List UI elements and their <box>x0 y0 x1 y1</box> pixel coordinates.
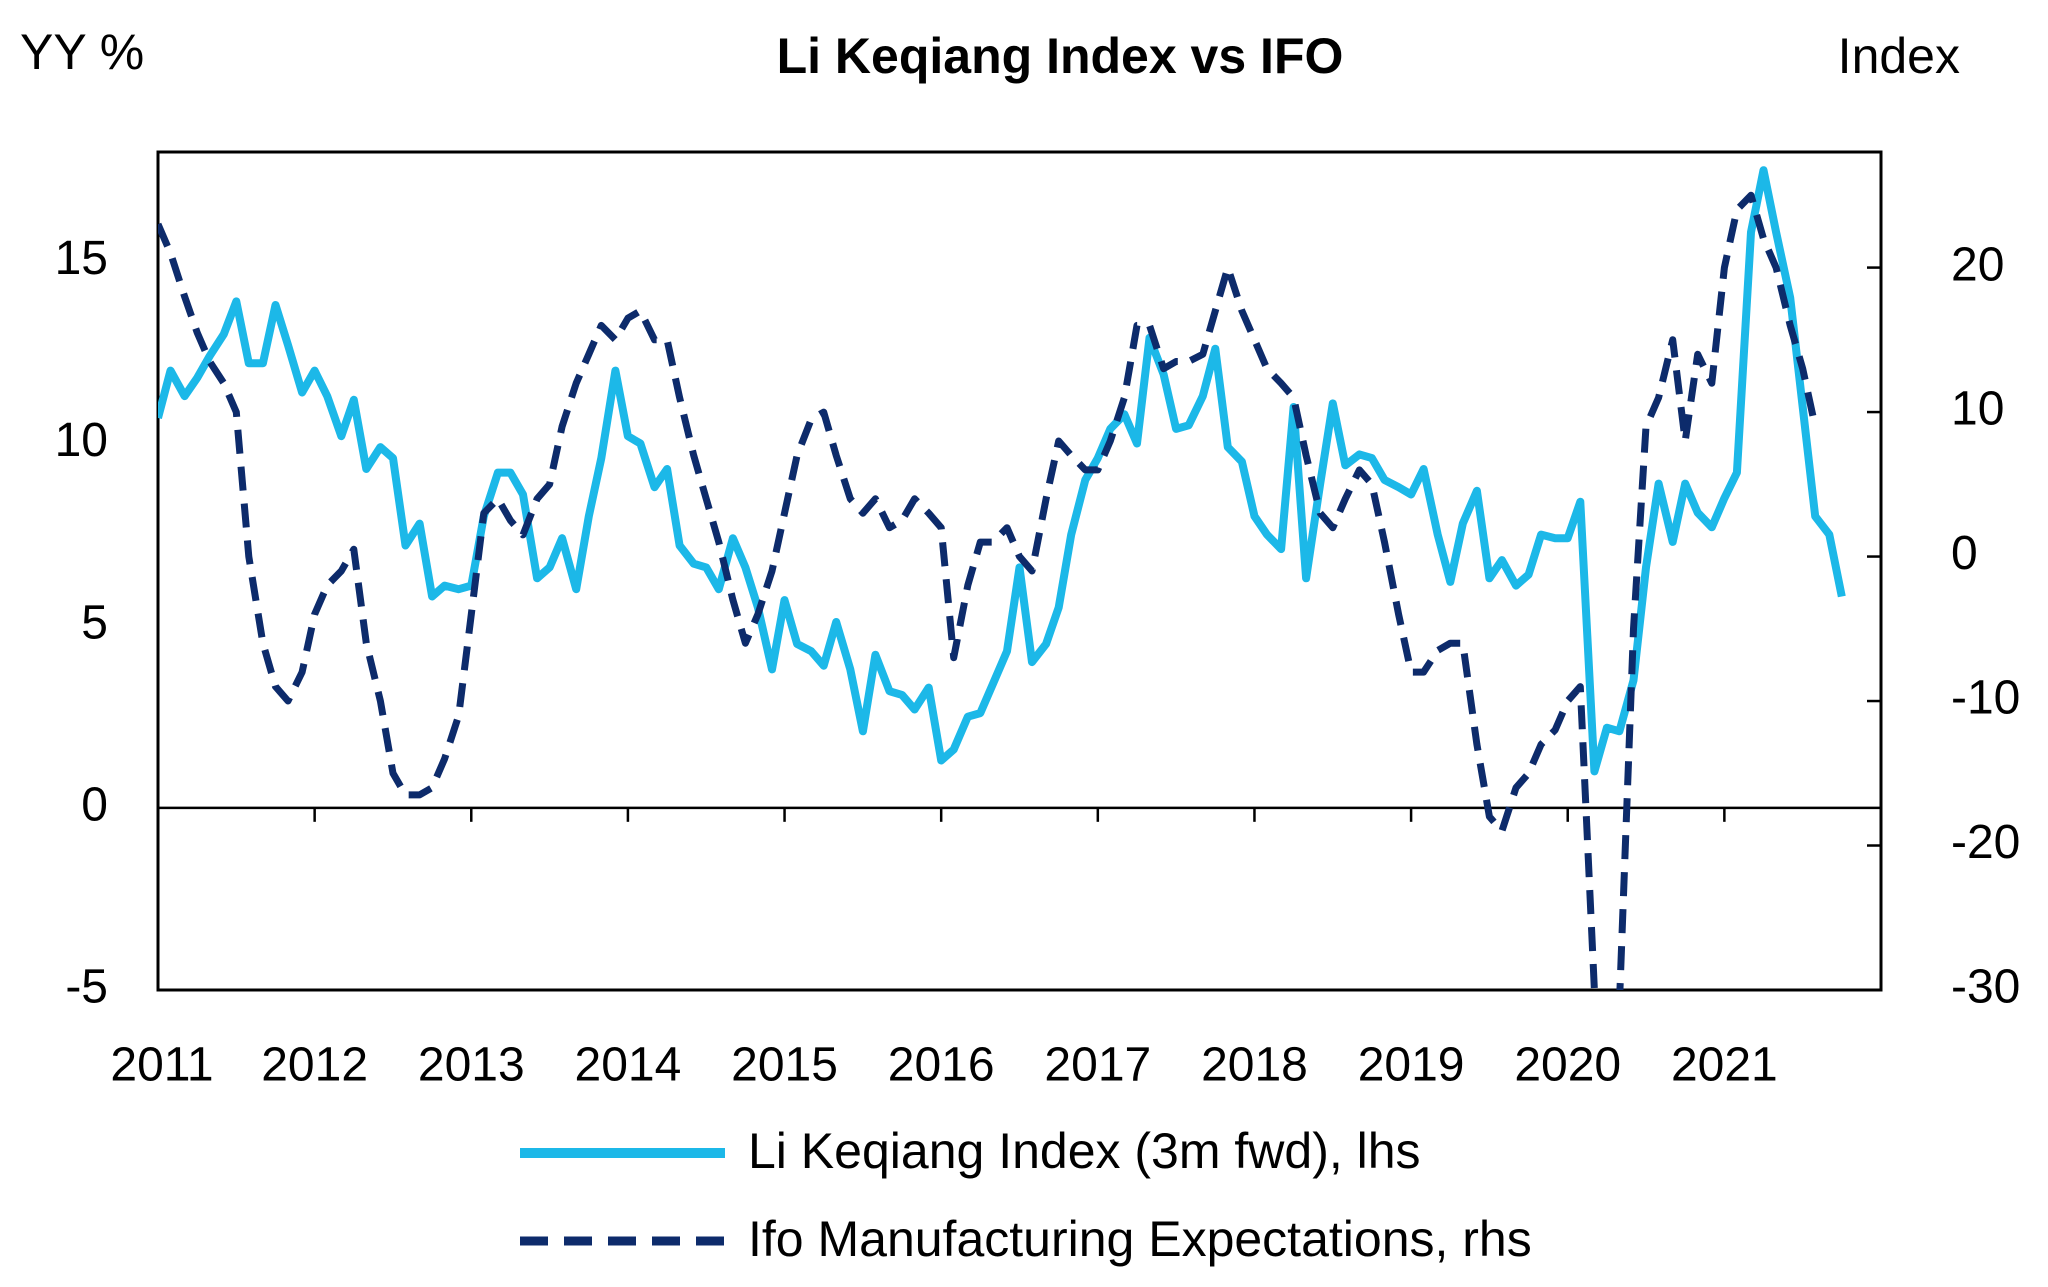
x-tick-label: 2017 <box>1044 1039 1151 1092</box>
x-tick-label: 2012 <box>261 1039 368 1092</box>
y-tick-label: 15 <box>55 232 108 285</box>
y2-tick-label: 20 <box>1951 238 2004 291</box>
series-line <box>158 166 1846 776</box>
legend-label: Li Keqiang Index (3m fwd), lhs <box>748 1123 1421 1179</box>
y2-tick-label: 0 <box>1951 527 1978 580</box>
y-axis-title: YY % <box>20 24 144 80</box>
x-tick-label: 2020 <box>1514 1039 1621 1092</box>
y2-tick-label: -20 <box>1951 816 2020 869</box>
y-tick-label: -5 <box>65 961 108 1014</box>
x-tick-label: 2013 <box>418 1039 525 1092</box>
y2-tick-label: -10 <box>1951 672 2020 725</box>
y-tick-label: 10 <box>55 414 108 467</box>
plot-frame <box>156 150 1883 992</box>
y-tick-label: 5 <box>81 596 108 649</box>
y2-tick-label: -30 <box>1951 961 2020 1014</box>
y-tick-label: 0 <box>81 778 108 831</box>
x-tick-label: 2021 <box>1671 1039 1778 1092</box>
x-tick-label: 2016 <box>888 1039 995 1092</box>
legend-label: Ifo Manufacturing Expectations, rhs <box>748 1211 1532 1267</box>
chart-title: Li Keqiang Index vs IFO <box>777 28 1344 84</box>
x-tick-label: 2011 <box>110 1039 213 1092</box>
x-tick-label: 2018 <box>1201 1039 1308 1092</box>
series-line <box>158 191 1819 990</box>
x-tick-label: 2014 <box>575 1039 682 1092</box>
x-tick-label: 2019 <box>1358 1039 1465 1092</box>
plot-area <box>158 166 1846 990</box>
y2-axis-title: Index <box>1838 28 1960 84</box>
y2-tick-label: 10 <box>1951 383 2004 436</box>
x-tick-label: 2015 <box>731 1039 838 1092</box>
